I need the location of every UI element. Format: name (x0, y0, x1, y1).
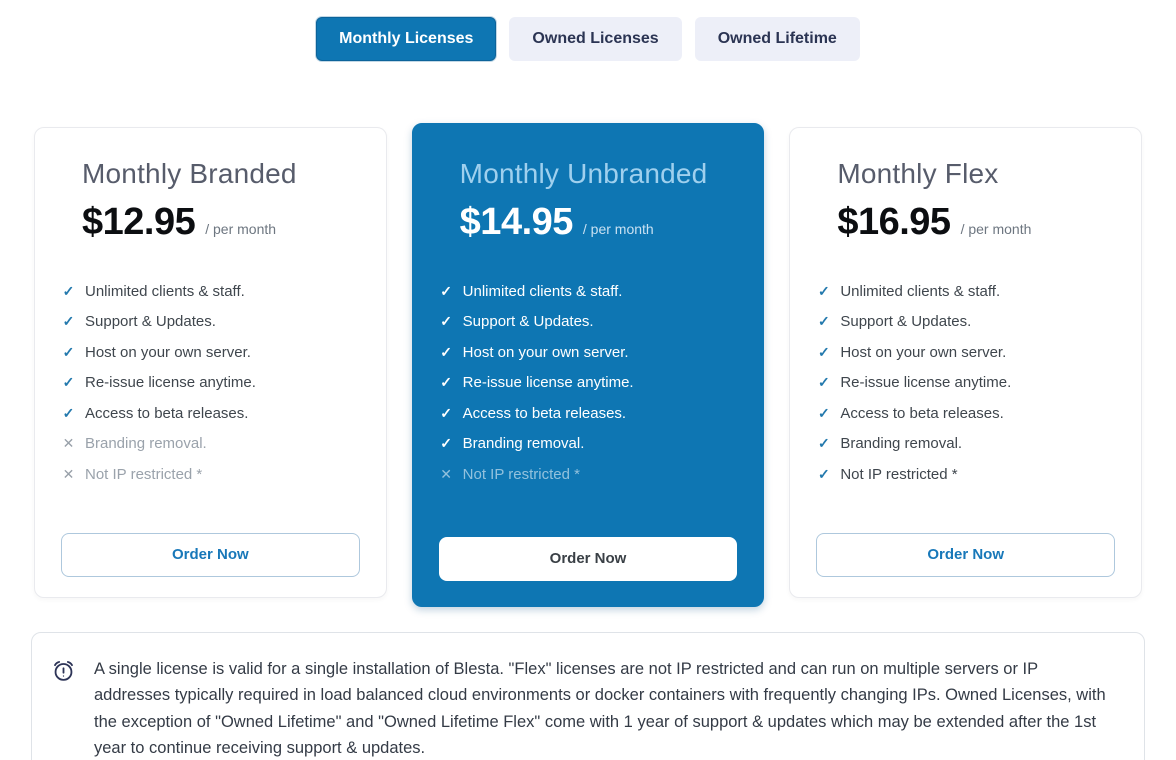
cross-icon: ✕ (62, 435, 75, 452)
check-icon: ✓ (440, 404, 453, 421)
check-icon: ✓ (440, 435, 453, 452)
plan-title: Monthly Flex (837, 157, 999, 189)
note-text: A single license is valid for a single i… (94, 659, 1106, 758)
plan-period: / per month (960, 220, 1032, 237)
feature-item: ✓ Branding removal. (817, 435, 963, 453)
check-icon: ✓ (817, 374, 830, 391)
feature-item: ✓ Support & Updates. (62, 313, 216, 331)
order-now-button-monthly-flex[interactable]: Order Now (816, 532, 1116, 577)
feature-item: ✓ Unlimited clients & staff. (62, 282, 245, 300)
check-icon: ✓ (440, 313, 453, 330)
check-icon: ✓ (62, 343, 75, 360)
license-info-note: A single license is valid for a single i… (31, 631, 1145, 760)
tab-owned-lifetime[interactable]: Owned Lifetime (694, 17, 860, 61)
feature-item: ✓ Host on your own server. (817, 343, 1007, 361)
check-icon: ✓ (62, 313, 75, 330)
check-icon: ✓ (817, 282, 830, 299)
pricing-card-monthly-unbranded: Monthly Unbranded $14.95 / per month ✓ Un… (411, 122, 765, 607)
feature-list: ✓ Unlimited clients & staff. ✓ Support & U… (439, 283, 738, 497)
feature-item: ✓ Branding removal. (440, 435, 585, 453)
feature-item: ✕ Not IP restricted * (62, 465, 203, 483)
check-icon: ✓ (62, 404, 75, 421)
feature-item: ✓ Re-issue license anytime. (62, 374, 256, 392)
alarm-exclamation-icon (52, 658, 75, 688)
feature-item: ✓ Access to beta releases. (62, 404, 249, 422)
cta-container: Order Now (438, 536, 738, 581)
license-type-tabs: Monthly Licenses Owned Licenses Owned Li… (0, 0, 1176, 61)
plan-period: / per month (582, 220, 654, 237)
tab-owned-licenses[interactable]: Owned Licenses (509, 17, 682, 61)
price-row: $16.95 / per month (837, 201, 1115, 244)
check-icon: ✓ (62, 374, 75, 391)
feature-item: ✓ Support & Updates. (817, 313, 972, 331)
feature-item: ✓ Re-issue license anytime. (440, 374, 634, 392)
check-icon: ✓ (440, 282, 453, 299)
price-row: $14.95 / per month (460, 201, 738, 244)
order-now-button-monthly-branded[interactable]: Order Now (61, 532, 360, 577)
plan-price: $16.95 (837, 200, 951, 243)
feature-item: ✕ Branding removal. (62, 435, 207, 453)
feature-item: ✓ Unlimited clients & staff. (817, 282, 1001, 300)
price-row: $12.95 / per month (82, 201, 360, 244)
check-icon: ✓ (440, 343, 453, 360)
feature-item: ✓ Not IP restricted * (817, 465, 958, 483)
tab-monthly-licenses[interactable]: Monthly Licenses (316, 17, 497, 61)
feature-item: ✓ Access to beta releases. (440, 404, 627, 422)
feature-list: ✓ Unlimited clients & staff. ✓ Support & U… (816, 283, 1115, 497)
feature-item: ✓ Support & Updates. (440, 313, 594, 331)
check-icon: ✓ (817, 435, 830, 452)
plan-title: Monthly Unbranded (459, 157, 708, 189)
pricing-cards-row: Monthly Branded $12.95 / per month ✓ Unli… (34, 122, 1143, 607)
order-now-button-monthly-unbranded[interactable]: Order Now (438, 536, 738, 581)
check-icon: ✓ (817, 465, 830, 482)
feature-item: ✓ Host on your own server. (62, 343, 251, 361)
plan-period: / per month (205, 220, 277, 237)
plan-title: Monthly Branded (82, 157, 297, 189)
cross-icon: ✕ (440, 465, 453, 482)
pricing-card-monthly-branded: Monthly Branded $12.95 / per month ✓ Unli… (34, 126, 387, 598)
check-icon: ✓ (817, 343, 830, 360)
check-icon: ✓ (62, 282, 75, 299)
plan-price: $12.95 (82, 200, 196, 243)
feature-item: ✓ Access to beta releases. (817, 404, 1004, 422)
plan-price: $14.95 (459, 200, 574, 243)
feature-item: ✓ Re-issue license anytime. (817, 374, 1012, 392)
check-icon: ✓ (440, 374, 453, 391)
feature-item: ✕ Not IP restricted * (440, 465, 580, 483)
pricing-card-monthly-flex: Monthly Flex $16.95 / per month ✓ Unlimit… (789, 126, 1143, 598)
feature-item: ✓ Unlimited clients & staff. (440, 282, 623, 300)
check-icon: ✓ (817, 313, 830, 330)
cta-container: Order Now (61, 532, 360, 577)
feature-item: ✓ Host on your own server. (440, 343, 629, 361)
cross-icon: ✕ (62, 465, 75, 482)
check-icon: ✓ (817, 404, 830, 421)
feature-list: ✓ Unlimited clients & staff. ✓ Support & U… (61, 283, 360, 497)
cta-container: Order Now (816, 532, 1116, 577)
